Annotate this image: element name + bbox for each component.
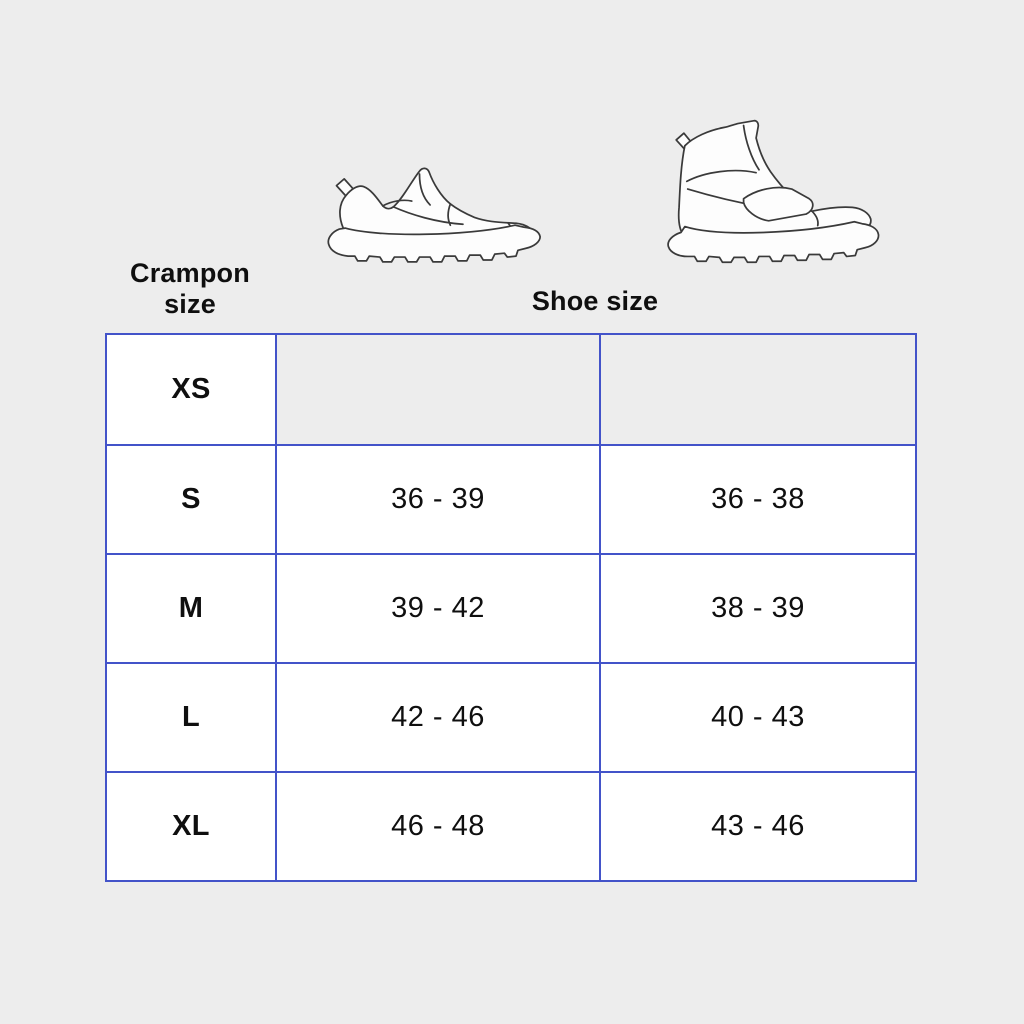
shoe-size-value: 40 - 43 [711,701,805,733]
crampon-size-cell: XS [107,335,275,444]
crampon-size-cell: M [107,553,275,662]
crampon-size-label: M [178,592,204,624]
shoe-size-header: Shoe size [531,286,659,316]
high-boot-size-cell: 36 - 38 [599,444,915,553]
crampon-size-label: XS [171,373,211,405]
crampon-size-header-line2: size [164,289,216,320]
low-shoe-size-cell: 39 - 42 [275,553,599,662]
crampon-size-cell: XL [107,771,275,880]
low-shoe-size-cell: 42 - 46 [275,662,599,771]
high-boot-size-cell: 40 - 43 [599,662,915,771]
shoe-size-value: 36 - 39 [391,483,485,515]
high-hiking-boot-icon [657,112,887,268]
shoe-size-value: 42 - 46 [391,701,485,733]
high-boot-size-cell: 43 - 46 [599,771,915,880]
low-hiking-shoe-icon [322,166,544,268]
crampon-size-label: S [181,483,201,515]
high-boot-size-cell-empty [599,335,915,444]
crampon-size-label: XL [172,810,210,842]
shoe-size-value: 38 - 39 [711,592,805,624]
low-shoe-size-cell-empty [275,335,599,444]
crampon-size-label: L [181,701,200,733]
shoe-size-value: 39 - 42 [391,592,485,624]
shoe-size-value: 43 - 46 [711,810,805,842]
shoe-size-value: 36 - 38 [711,483,805,515]
size-table: XS S 36 - 39 36 - 38 M 39 - 42 38 - 39 [105,333,917,882]
crampon-size-cell: L [107,662,275,771]
crampon-size-header-line1: Crampon [130,258,250,288]
crampon-size-cell: S [107,444,275,553]
high-boot-size-cell: 38 - 39 [599,553,915,662]
crampon-size-header: Crampon size [105,258,275,320]
low-shoe-size-cell: 36 - 39 [275,444,599,553]
shoe-size-value: 46 - 48 [391,810,485,842]
low-shoe-size-cell: 46 - 48 [275,771,599,880]
